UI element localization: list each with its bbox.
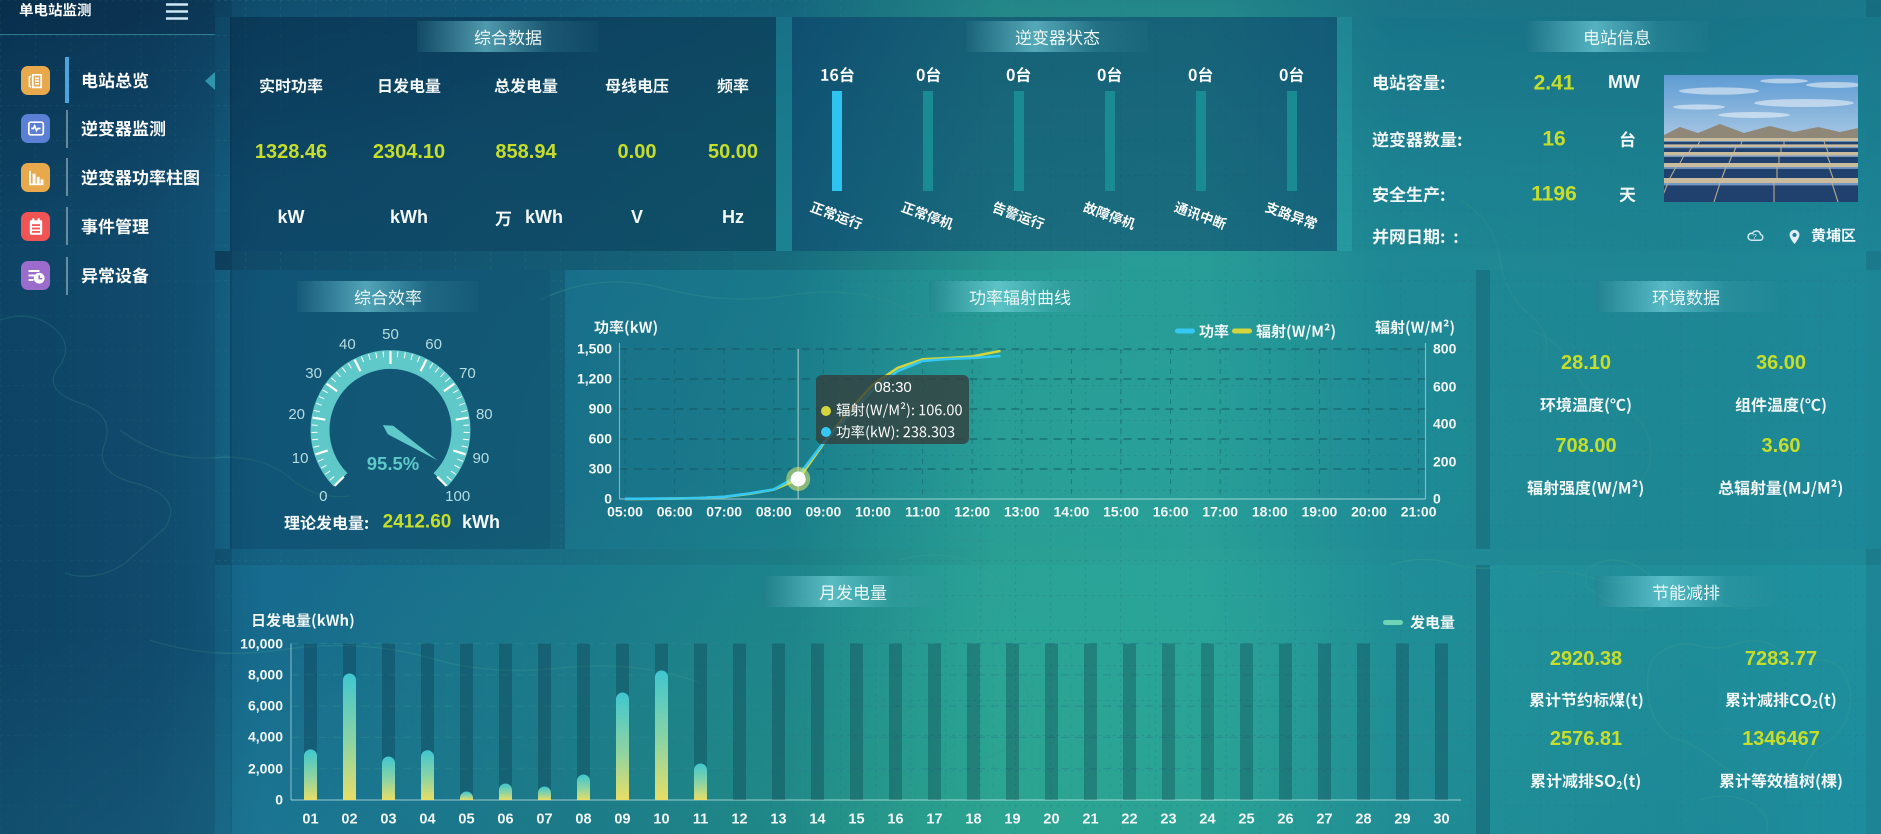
svg-text:?: ? [1753, 232, 1757, 241]
